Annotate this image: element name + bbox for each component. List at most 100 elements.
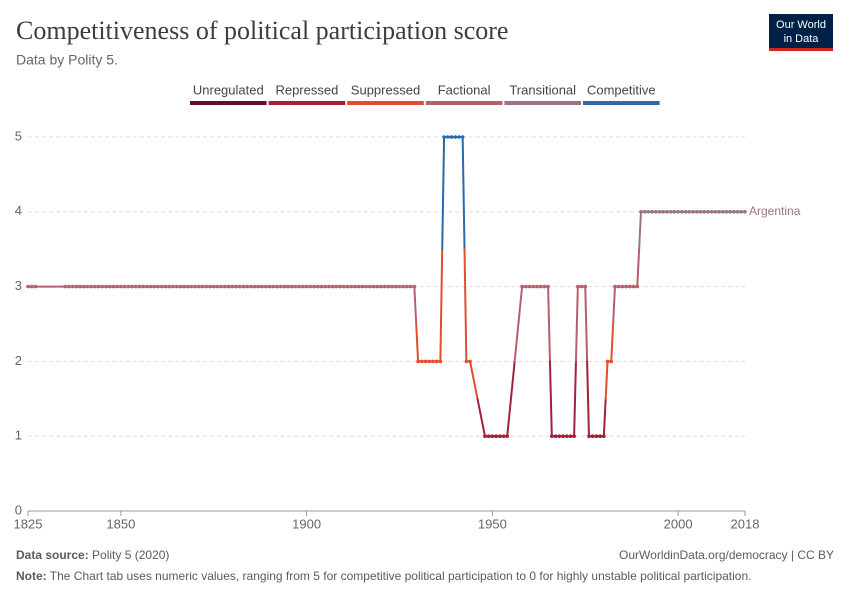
- point: [267, 284, 272, 289]
- point: [527, 284, 532, 289]
- point: [260, 284, 264, 289]
- x-tick-label: 1900: [292, 516, 321, 531]
- point: [100, 284, 105, 289]
- legend-swatch: [583, 101, 660, 105]
- point: [739, 210, 744, 214]
- point: [550, 434, 554, 439]
- line-segment: [604, 360, 609, 400]
- point: [367, 284, 372, 289]
- point: [137, 284, 142, 289]
- point: [709, 210, 714, 214]
- point: [104, 284, 108, 289]
- point: [211, 284, 216, 289]
- point: [360, 284, 365, 289]
- point: [364, 284, 368, 289]
- line-segment: [513, 285, 524, 363]
- logo-text: in Data: [784, 33, 820, 45]
- point: [393, 284, 398, 289]
- point: [438, 359, 443, 364]
- point: [694, 210, 699, 214]
- point: [486, 434, 491, 439]
- legend-swatch: [190, 101, 267, 105]
- point: [230, 284, 235, 289]
- credit[interactable]: OurWorldinData.org/democracy | CC BY: [619, 548, 834, 562]
- x-tick-label: 1950: [478, 516, 507, 531]
- point: [397, 284, 402, 289]
- x-tick-label: 1850: [106, 516, 135, 531]
- point: [668, 210, 673, 214]
- line-segment: [439, 248, 444, 363]
- line-segment: [612, 285, 616, 325]
- point: [386, 284, 391, 289]
- point: [728, 210, 732, 214]
- y-tick-label: 2: [15, 353, 22, 368]
- point: [453, 135, 458, 139]
- point: [587, 434, 591, 439]
- point: [635, 284, 640, 289]
- point: [293, 284, 298, 289]
- point: [193, 284, 197, 289]
- line-segment: [610, 323, 615, 363]
- point: [538, 284, 543, 289]
- line-segment: [415, 323, 420, 363]
- point: [275, 284, 279, 289]
- point: [720, 210, 725, 214]
- point: [174, 284, 179, 289]
- point: [334, 284, 339, 289]
- point: [29, 284, 34, 289]
- line-segment: [469, 360, 479, 400]
- point: [185, 284, 190, 289]
- point: [182, 284, 186, 289]
- point: [308, 284, 313, 289]
- point: [271, 284, 275, 289]
- source-text[interactable]: Polity 5 (2020): [92, 548, 169, 562]
- point: [122, 284, 127, 289]
- point: [401, 284, 406, 289]
- point: [148, 284, 153, 289]
- x-tick-label: 2000: [664, 516, 693, 531]
- point: [141, 284, 145, 289]
- line-segment: [547, 285, 551, 363]
- line-segment: [441, 136, 446, 251]
- point: [252, 284, 257, 289]
- point: [483, 434, 487, 439]
- point: [717, 210, 721, 214]
- point: [672, 210, 677, 214]
- point: [505, 434, 510, 439]
- point: [546, 284, 550, 289]
- point: [735, 210, 740, 214]
- point: [178, 284, 183, 289]
- point: [676, 210, 680, 214]
- point: [301, 284, 305, 289]
- point: [171, 284, 175, 289]
- point: [605, 359, 610, 364]
- point: [256, 284, 261, 289]
- point: [613, 284, 617, 289]
- point: [245, 284, 249, 289]
- point: [304, 284, 309, 289]
- point: [520, 284, 524, 289]
- legend-swatch: [425, 101, 503, 105]
- point: [241, 284, 246, 289]
- point: [434, 359, 439, 364]
- point: [111, 284, 116, 289]
- point: [74, 284, 79, 289]
- point: [631, 284, 636, 289]
- point: [215, 284, 220, 289]
- point: [78, 284, 82, 289]
- point: [713, 210, 718, 214]
- logo-box[interactable]: [769, 14, 833, 50]
- point: [159, 284, 164, 289]
- point: [297, 284, 301, 289]
- line-segment: [413, 285, 418, 325]
- point: [583, 284, 588, 289]
- y-tick-label: 4: [15, 203, 22, 218]
- chart-title: Competitiveness of political participati…: [16, 16, 508, 45]
- line-segment: [476, 397, 486, 438]
- legend-label: Unregulated: [193, 82, 264, 97]
- point: [464, 359, 469, 364]
- point: [312, 284, 316, 289]
- point: [330, 284, 335, 289]
- point: [412, 284, 417, 289]
